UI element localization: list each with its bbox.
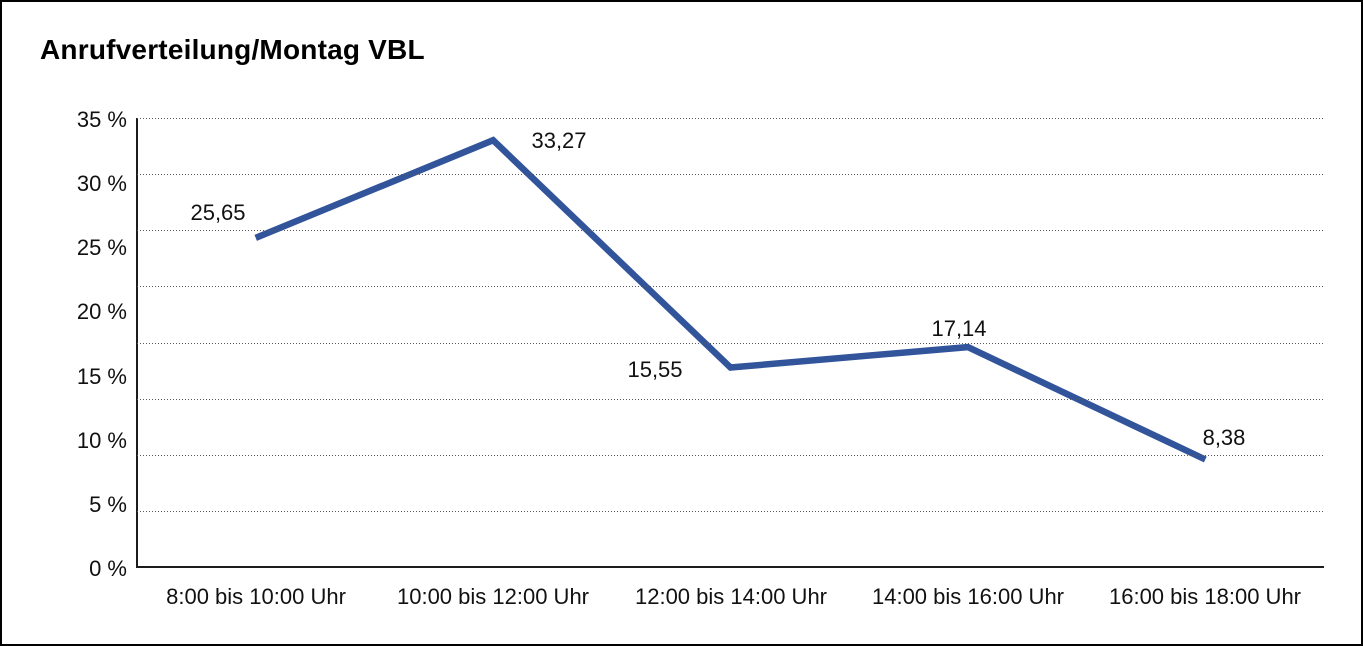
x-category-label: 12:00 bis 14:00 Uhr (634, 584, 828, 609)
gridline (137, 286, 1324, 287)
series-line (254, 136, 1207, 463)
x-category-label: 16:00 bis 18:00 Uhr (1108, 584, 1302, 609)
y-tick-label: 35 % (76, 107, 127, 132)
gridline (137, 118, 1324, 119)
y-tick-label: 5 % (89, 492, 127, 517)
data-point-label: 8,38 (1202, 425, 1246, 450)
gridline (137, 399, 1324, 400)
y-tick-label: 15 % (76, 364, 127, 389)
gridline (137, 455, 1324, 456)
data-point-label: 25,65 (190, 200, 246, 225)
chart-title: Anrufverteilung/Montag VBL (40, 34, 425, 65)
x-category-label: 8:00 bis 10:00 Uhr (166, 584, 346, 609)
y-tick-label: 20 % (76, 299, 127, 324)
gridline (137, 230, 1324, 231)
x-category-label: 14:00 bis 16:00 Uhr (871, 584, 1065, 609)
y-tick-label: 25 % (76, 235, 127, 260)
data-point-label: 17,14 (931, 316, 987, 341)
y-tick-label: 10 % (76, 428, 127, 453)
series-svg (254, 136, 1207, 463)
data-point-label: 33,27 (531, 128, 587, 153)
gridline (137, 511, 1324, 512)
data-point-label: 15,55 (627, 357, 683, 382)
gridline (137, 343, 1324, 344)
y-tick-label: 30 % (76, 171, 127, 196)
x-axis-line (136, 566, 1324, 568)
x-category-label: 10:00 bis 12:00 Uhr (396, 584, 590, 609)
gridline (137, 174, 1324, 175)
plot-area (137, 118, 1324, 567)
y-tick-label: 0 % (89, 556, 127, 581)
